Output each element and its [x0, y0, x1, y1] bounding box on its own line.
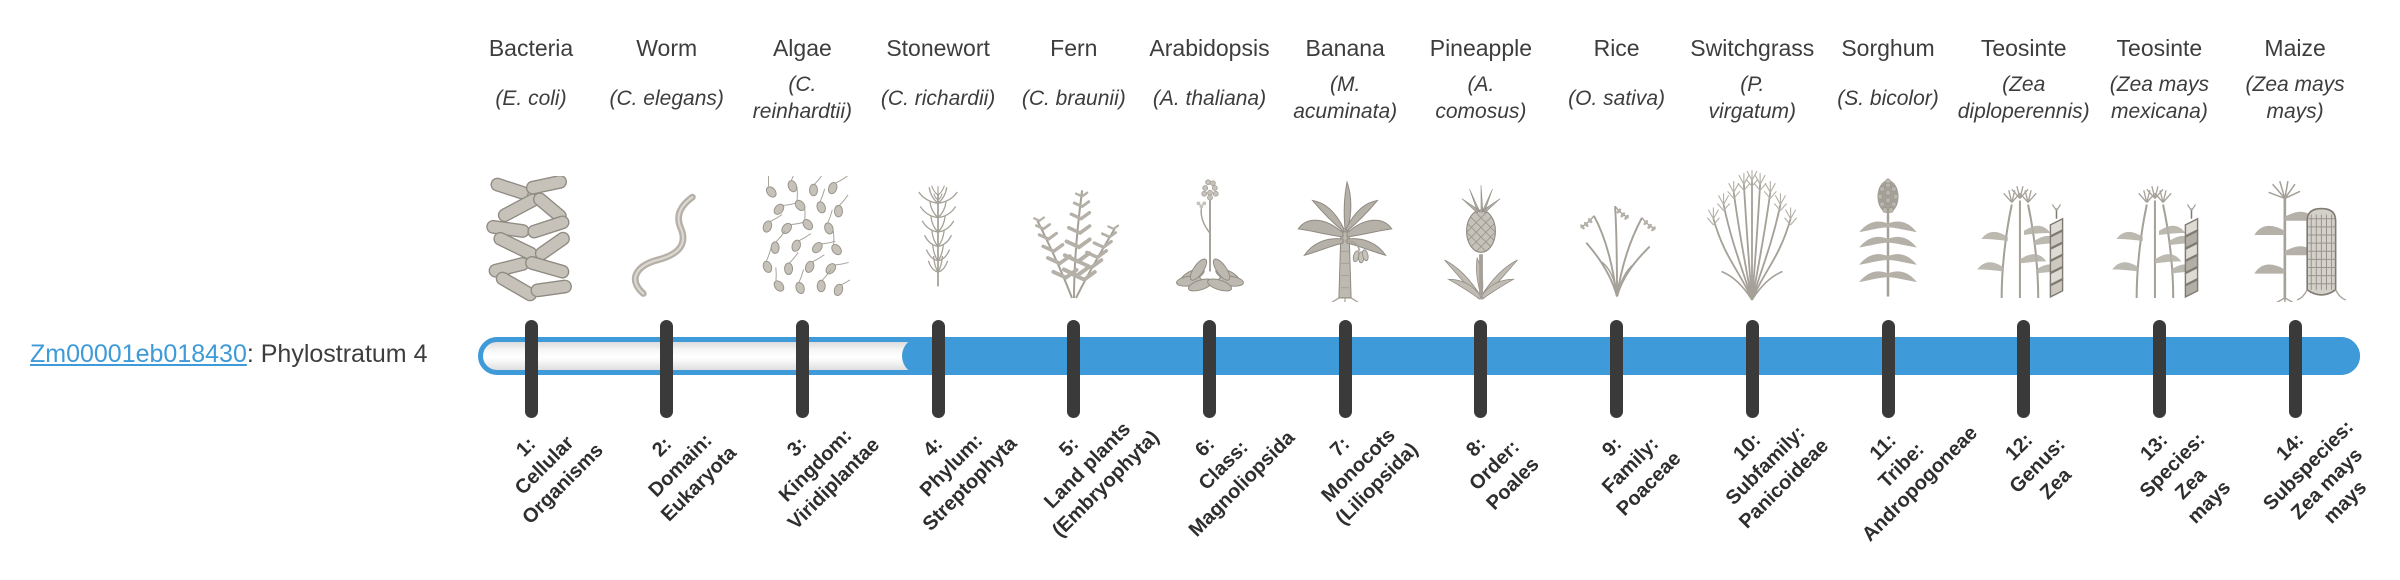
maize-icon — [2220, 130, 2370, 302]
phylostratum-label-11: 11: Tribe: Andropogoneae — [1857, 421, 1982, 546]
organism-name: Fern — [1050, 35, 1098, 61]
teosinte-icon — [1949, 130, 2099, 302]
worm-icon — [592, 130, 742, 302]
phylostratum-tick-9 — [1610, 320, 1624, 418]
phylostratum-tick-14 — [2288, 320, 2302, 418]
phylostratum-tick-13 — [2152, 320, 2166, 418]
fern-icon — [999, 130, 1149, 302]
organism-name: Algae — [772, 35, 832, 61]
gene-phylostratum-text: : Phylostratum 4 — [246, 340, 428, 368]
organism-scientific-name: (Zea diploperennis) — [1957, 73, 2090, 123]
phylostratum-tick-1 — [524, 320, 538, 418]
phylostratum-tick-3 — [795, 320, 809, 418]
phylostratum-label-10: 10: Subfamily: Panicoideae — [1721, 421, 1834, 534]
phylostratum-label-2: 2: Domain: Eukaryota — [644, 429, 741, 526]
organism-column-switchgrass-10: Switchgrass (P. virgatum) — [1677, 34, 1827, 302]
phylostratum-tick-12 — [2017, 320, 2031, 418]
gene-id-link[interactable]: Zm00001eb018430 — [30, 340, 247, 368]
organism-name: Sorghum — [1841, 35, 1935, 61]
phylostratum-label-8: 8: Order: Poales — [1462, 433, 1544, 515]
phylostratum-tick-11 — [1881, 320, 1895, 418]
switchgrass-icon — [1677, 130, 1827, 302]
organism-name: Stonewort — [886, 35, 990, 61]
phylostratum-tick-5 — [1067, 320, 1081, 418]
organism-name: Teosinte — [1980, 35, 2067, 61]
organism-scientific-name: (A. comosus) — [1435, 73, 1527, 123]
organism-column-maize-14: Maize (Zea mays mays) — [2220, 34, 2370, 302]
phylostratum-tick-8 — [1474, 320, 1488, 418]
organism-scientific-name: (C. braunii) — [1021, 86, 1126, 110]
phylostratum-tick-10 — [1745, 320, 1759, 418]
phylostratum-tick-6 — [1203, 320, 1216, 418]
organism-name: Bacteria — [488, 35, 574, 61]
phylostratum-label-5: 5: Land plants (Embryophyta) — [1039, 418, 1164, 542]
sorghum-icon — [1813, 130, 1963, 302]
phylostratum-tick-4 — [931, 320, 945, 418]
phylostratum-label-4: 4: Phylum: Streptophyta — [915, 429, 1022, 536]
gene-label: Zm00001eb018430: Phylostratum 4 — [30, 340, 430, 369]
organism-column-worm-2: Worm (C. elegans) — [592, 34, 742, 302]
phylostratum-label-1: 1: Cellular Organisms — [510, 431, 608, 529]
organism-name: Arabidopsis — [1149, 35, 1270, 61]
organism-scientific-name: (Zea mays mays) — [2245, 73, 2345, 123]
algae-icon — [727, 130, 877, 302]
organism-name: Teosinte — [2116, 35, 2203, 61]
organism-column-algae-3: Algae (C. reinhardtii) — [727, 34, 877, 302]
phylostratum-label-6: 6: Class: Magnoliopsida — [1184, 426, 1299, 542]
organism-column-pineapple-8: Pineapple (A. comosus) — [1406, 34, 1556, 302]
organism-scientific-name: (S. bicolor) — [1837, 86, 1939, 110]
organism-scientific-name: (P. virgatum) — [1708, 73, 1797, 123]
organism-column-stonewort-4: Stonewort (C. richardii) — [863, 34, 1013, 302]
phylostratum-bar-fill — [902, 337, 2360, 375]
organism-column-fern-5: Fern (C. braunii) — [999, 34, 1149, 302]
organism-name: Banana — [1305, 35, 1385, 61]
organism-column-sorghum-11: Sorghum (S. bicolor) — [1813, 34, 1963, 302]
organism-scientific-name: (O. sativa) — [1568, 86, 1666, 110]
phylostratum-label-7: 7: Monocots (Liliopsida) — [1317, 424, 1423, 530]
teosinte2-icon — [2084, 130, 2234, 302]
phylostratum-label-9: 9: Family: Poaceae — [1597, 433, 1686, 521]
organism-column-rice-9: Rice (O. sativa) — [1542, 34, 1692, 302]
phylostratum-label-3: 3: Kingdom: Viridiplantae — [775, 424, 885, 535]
organism-column-bacteria-1: Bacteria (E. coli) — [456, 34, 606, 302]
organism-scientific-name: (M. acuminata) — [1293, 73, 1398, 123]
organism-scientific-name: (C. reinhardtii) — [752, 73, 852, 123]
phylostratum-label-13: 13: Species: Zea mays — [2136, 428, 2236, 529]
arabidopsis-icon — [1135, 130, 1285, 302]
organism-scientific-name: (E. coli) — [495, 86, 567, 110]
banana-icon — [1270, 130, 1420, 302]
organism-scientific-name: (A. thaliana) — [1152, 86, 1267, 110]
rice-icon — [1542, 130, 1692, 302]
phylostratum-label-14: 14: Subspecies: Zea mays mays — [2259, 416, 2372, 529]
organism-column-teosinte-12: Teosinte (Zea diploperennis) — [1949, 34, 2099, 302]
phylostratum-tick-2 — [660, 320, 674, 418]
bacteria-icon — [456, 130, 606, 302]
phylostratum-tick-7 — [1338, 320, 1352, 418]
organism-column-teosinte-13: Teosinte (Zea mays mexicana) — [2084, 34, 2234, 302]
pineapple-icon — [1406, 130, 1556, 302]
organism-column-arabidopsis-6: Arabidopsis (A. thaliana) — [1135, 34, 1285, 302]
organism-name: Rice — [1593, 35, 1640, 61]
organism-name: Switchgrass — [1690, 35, 1815, 61]
organism-scientific-name: (C. elegans) — [609, 86, 724, 110]
organism-name: Pineapple — [1429, 35, 1533, 61]
phylostratum-label-12: 12: Genus: Zea — [2000, 429, 2076, 504]
organism-name: Maize — [2264, 35, 2326, 61]
organism-name: Worm — [636, 35, 698, 61]
stonewort-icon — [863, 130, 1013, 302]
organism-column-banana-7: Banana (M. acuminata) — [1270, 34, 1420, 302]
organism-scientific-name: (Zea mays mexicana) — [2109, 73, 2209, 123]
organism-scientific-name: (C. richardii) — [880, 86, 996, 110]
